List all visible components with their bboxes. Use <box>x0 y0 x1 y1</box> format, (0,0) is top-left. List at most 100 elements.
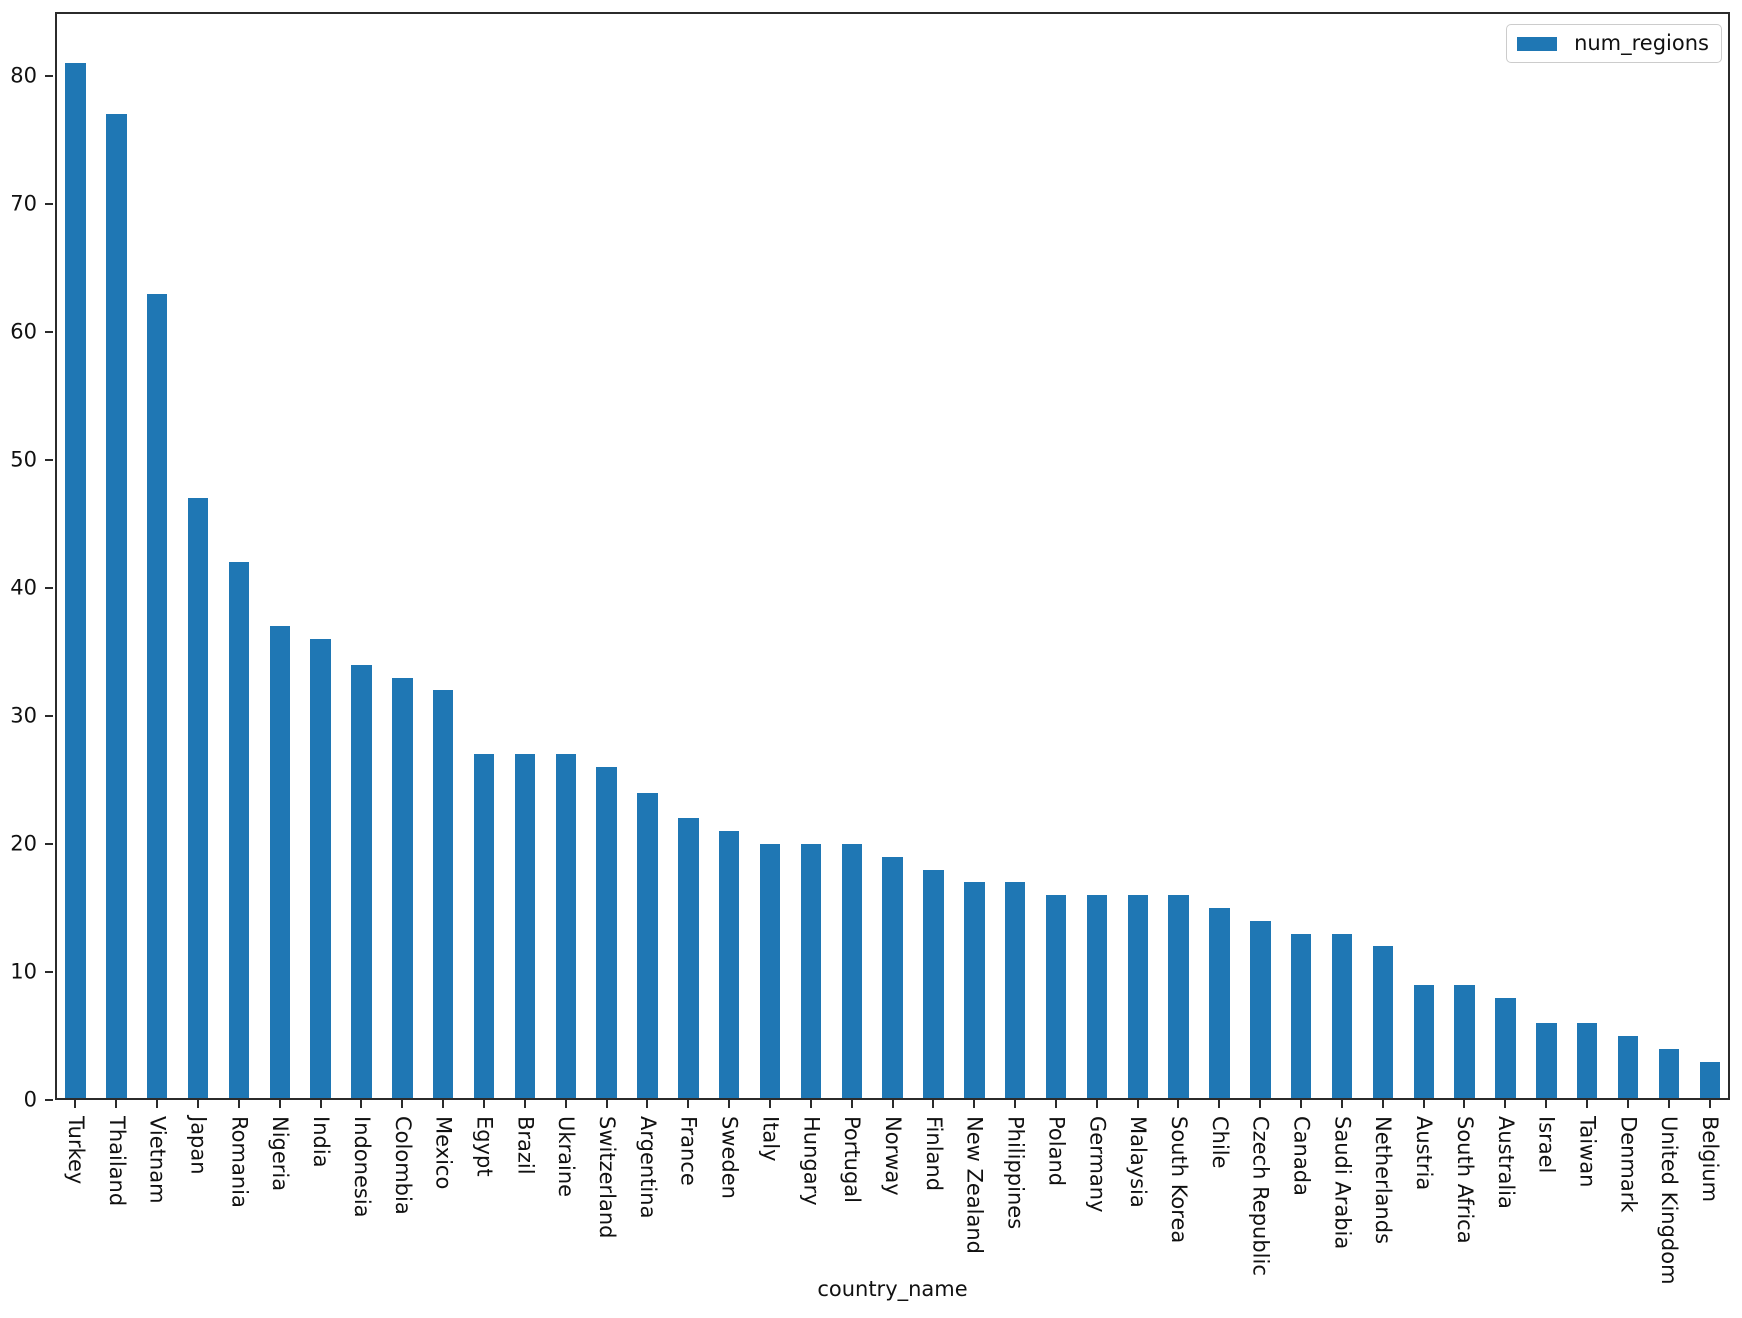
bar-slot <box>1363 12 1404 1100</box>
x-tick-mark <box>973 1100 976 1108</box>
x-tick-label: Portugal <box>840 1116 865 1203</box>
x-tick-label: Egypt <box>472 1116 497 1177</box>
y-tick-mark <box>45 459 53 462</box>
x-tick-mark <box>605 1100 608 1108</box>
y-tick-label: 10 <box>10 959 37 984</box>
x-tick-mark <box>319 1100 322 1108</box>
bar-argentina <box>637 792 658 1100</box>
x-tick-mark <box>1054 1100 1057 1108</box>
x-tick-mark <box>237 1100 240 1108</box>
bar-israel <box>1536 1023 1557 1100</box>
y-tick-mark <box>45 75 53 78</box>
bar-slot <box>137 12 178 1100</box>
bar-chile <box>1209 908 1230 1100</box>
x-tick-label: Czech Republic <box>1248 1116 1273 1276</box>
bar-slot <box>1403 12 1444 1100</box>
y-tick-label: 0 <box>23 1087 37 1112</box>
bar-slot <box>96 12 137 1100</box>
bar-austria <box>1413 984 1434 1100</box>
bar-egypt <box>473 754 495 1100</box>
x-tick-mark <box>1218 1100 1221 1108</box>
x-tick-label: Taiwan <box>1575 1116 1600 1188</box>
x-tick-label: Colombia <box>390 1116 415 1215</box>
x-tick-mark <box>115 1100 118 1108</box>
bar-slot <box>954 12 995 1100</box>
bar-slot <box>1567 12 1608 1100</box>
x-tick-label: Italy <box>758 1116 783 1162</box>
x-tick-label: South Africa <box>1452 1116 1477 1244</box>
bar-slot <box>913 12 954 1100</box>
x-tick-mark <box>1177 1100 1180 1108</box>
y-tick-mark <box>45 331 53 334</box>
x-tick-label: Ukraine <box>554 1116 579 1198</box>
y-axis: 0 10 20 30 40 50 60 70 80 <box>10 12 1730 1110</box>
y-tick-label: 40 <box>10 575 37 600</box>
x-tick-label: Argentina <box>635 1116 660 1219</box>
x-tick-mark <box>1667 1100 1670 1108</box>
bar-slot <box>627 12 668 1100</box>
bar-portugal <box>841 844 862 1100</box>
bar-turkey <box>65 63 86 1100</box>
bar-saudi-arabia <box>1331 933 1353 1100</box>
x-tick-mark <box>360 1100 363 1108</box>
y-tick-mark <box>45 843 53 846</box>
bar-new-zealand <box>964 882 985 1100</box>
x-tick-label: Germany <box>1085 1116 1110 1213</box>
plot-area <box>55 12 1730 1100</box>
x-tick-label: Indonesia <box>349 1116 374 1218</box>
bar-slot <box>504 12 545 1100</box>
bar-slot <box>1322 12 1363 1100</box>
x-tick-label: Vietnam <box>145 1116 170 1204</box>
x-tick-mark <box>1300 1100 1303 1108</box>
bar-poland <box>1045 895 1067 1100</box>
y-tick-mark <box>45 715 53 718</box>
bar-netherlands <box>1372 946 1394 1100</box>
bar-brazil <box>514 754 536 1100</box>
bar-canada <box>1291 933 1312 1100</box>
bar-slot <box>1526 12 1567 1100</box>
x-tick-mark <box>1504 1100 1507 1108</box>
x-tick-mark <box>523 1100 526 1108</box>
x-tick-mark <box>1014 1100 1017 1108</box>
x-tick-mark <box>646 1100 649 1108</box>
x-tick-mark <box>1381 1100 1384 1108</box>
bar-slot <box>1117 12 1158 1100</box>
bar-hungary <box>800 844 822 1100</box>
x-tick-label: Malaysia <box>1126 1116 1151 1208</box>
x-tick-mark <box>1340 1100 1343 1108</box>
x-tick-label: Netherlands <box>1371 1116 1396 1245</box>
y-tick-mark <box>45 203 53 206</box>
bar-slot <box>300 12 341 1100</box>
bar-slot <box>55 12 96 1100</box>
x-tick-label: United Kingdom <box>1657 1116 1682 1285</box>
bar-slot <box>790 12 831 1100</box>
bar-slot <box>1649 12 1690 1100</box>
bar-slot <box>668 12 709 1100</box>
bar-denmark <box>1617 1036 1639 1100</box>
y-tick-label: 60 <box>10 319 37 344</box>
bar-norway <box>882 856 903 1100</box>
x-tick-label: Finland <box>921 1116 946 1192</box>
bar-slot <box>709 12 750 1100</box>
bar-slot <box>1281 12 1322 1100</box>
x-tick-label: France <box>676 1116 701 1186</box>
x-tick-label: Hungary <box>799 1116 824 1206</box>
x-tick-mark <box>74 1100 77 1108</box>
x-tick-mark <box>278 1100 281 1108</box>
x-tick-label: Belgium <box>1698 1116 1723 1203</box>
x-tick-mark <box>932 1100 935 1108</box>
bar-thailand <box>106 114 127 1100</box>
y-tick-label: 80 <box>10 63 37 88</box>
bar-romania <box>228 562 250 1100</box>
bar-ukraine <box>555 754 576 1100</box>
x-tick-label: Canada <box>1289 1116 1314 1196</box>
bar-slot <box>995 12 1036 1100</box>
bar-slot <box>178 12 219 1100</box>
bar-slot <box>1199 12 1240 1100</box>
x-tick-mark <box>156 1100 159 1108</box>
x-tick-label: Israel <box>1534 1116 1559 1174</box>
x-tick-label: Philippines <box>1003 1116 1028 1230</box>
x-tick-mark <box>482 1100 485 1108</box>
x-tick-mark <box>1586 1100 1588 1108</box>
x-tick-mark <box>891 1100 894 1108</box>
